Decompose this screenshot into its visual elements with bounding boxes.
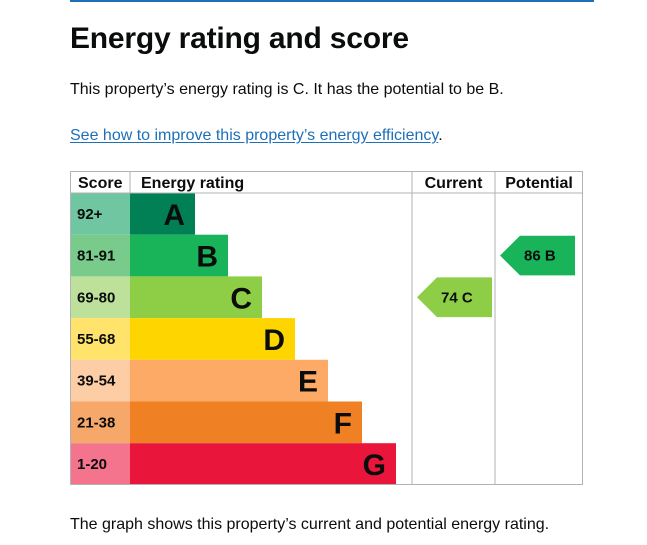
- header-energy-rating: Energy rating: [141, 175, 244, 192]
- rating-bar-d: [130, 318, 295, 360]
- score-range-b: 81-91: [77, 248, 115, 265]
- link-suffix: .: [438, 127, 443, 144]
- score-cell-a: [70, 193, 130, 235]
- rating-letter-g: G: [363, 449, 386, 482]
- energy-rating-graph: 92+ A 81-91 B 69-80 C 55-68 D 39-54 E 21-38 F 1-20 G S…: [70, 171, 583, 485]
- header-current: Current: [425, 175, 483, 192]
- rating-summary: This property’s energy rating is C. It h…: [70, 81, 504, 98]
- rating-letter-c: C: [230, 282, 252, 315]
- score-cell-b: [70, 234, 130, 277]
- rating-letter-f: F: [334, 407, 352, 440]
- graph-border: [70, 171, 583, 485]
- rating-letter-b: B: [196, 241, 218, 274]
- score-range-f: 21-38: [77, 414, 115, 431]
- energy-rating-graph-svg: 92+ A 81-91 B 69-80 C 55-68 D 39-54 E 21-38 F 1-20 G S…: [70, 171, 583, 485]
- rating-bar-f: [130, 401, 362, 444]
- improve-efficiency-link[interactable]: See how to improve this property’s energ…: [70, 127, 439, 144]
- rating-bar-c: [130, 276, 262, 319]
- score-range-d: 55-68: [77, 331, 115, 348]
- rating-bar-a: [130, 193, 195, 235]
- graph-caption: The graph shows this property’s current …: [70, 516, 550, 533]
- score-cell-d: [70, 318, 130, 360]
- score-range-c: 69-80: [77, 289, 115, 306]
- header-score: Score: [78, 175, 123, 192]
- rating-bar-e: [130, 359, 328, 402]
- page-title: Energy rating and score: [70, 22, 409, 55]
- score-cell-f: [70, 401, 130, 444]
- rating-bar-b: [130, 234, 228, 277]
- score-range-g: 1-20: [77, 456, 107, 473]
- rating-letter-e: E: [298, 366, 318, 399]
- rating-bar-g: [130, 443, 396, 485]
- score-cell-e: [70, 359, 130, 402]
- rating-letter-d: D: [263, 324, 285, 357]
- score-cell-c: [70, 276, 130, 319]
- header-potential: Potential: [505, 175, 573, 192]
- current-rating-arrow-label: 74 C: [441, 289, 473, 306]
- potential-rating-arrow-label: 86 B: [524, 248, 556, 265]
- potential-rating-arrow: [500, 235, 575, 276]
- improve-link-line: See how to improve this property’s energ…: [70, 126, 443, 146]
- score-cell-g: [70, 443, 130, 485]
- rating-letter-a: A: [163, 199, 185, 232]
- score-range-e: 39-54: [77, 373, 116, 390]
- current-rating-arrow: [417, 277, 492, 318]
- top-rule: [70, 0, 594, 2]
- score-range-a: 92+: [77, 206, 103, 223]
